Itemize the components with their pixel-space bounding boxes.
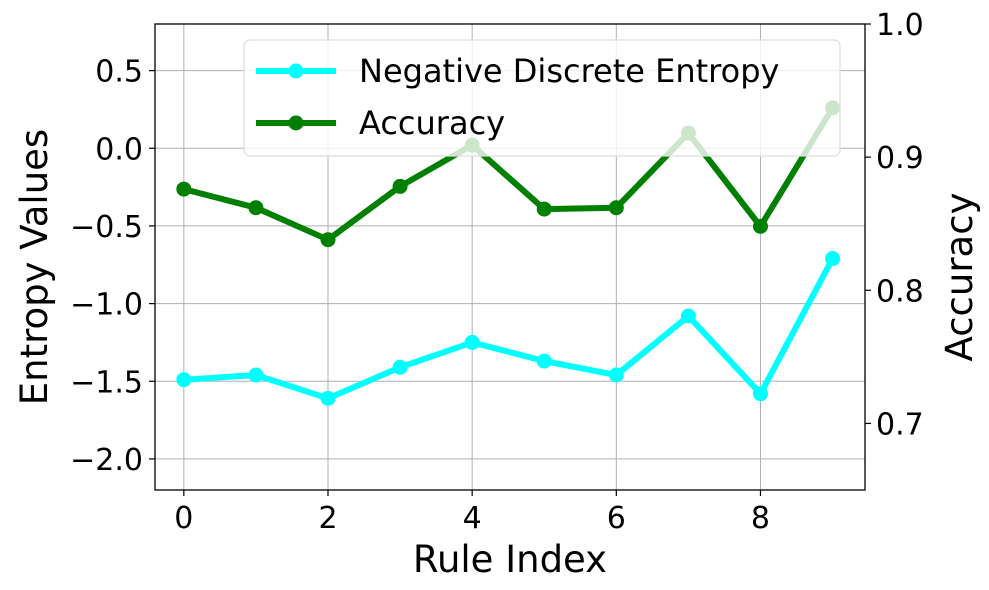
legend-swatch-marker <box>288 115 304 131</box>
entropy-series <box>176 251 841 406</box>
x-axis-label: Rule Index <box>413 538 607 581</box>
legend-box <box>243 39 841 157</box>
left-y-tick-label: 0.5 <box>95 55 143 90</box>
right-y-axis-label: Accuracy <box>938 193 981 362</box>
data-point <box>392 359 408 375</box>
right-y-tick-label: 0.8 <box>876 274 924 309</box>
data-point <box>320 390 336 406</box>
data-point <box>608 367 624 383</box>
data-point <box>608 200 624 216</box>
series-line <box>180 104 836 243</box>
data-point <box>464 334 480 350</box>
data-point <box>176 181 192 197</box>
x-tick-label: 8 <box>751 501 770 536</box>
data-point <box>680 308 696 324</box>
right-y-tick-label: 0.9 <box>876 141 924 176</box>
legend-label: Accuracy <box>359 104 505 142</box>
right-y-tick-label: 0.7 <box>876 407 924 442</box>
legend-swatch-marker <box>288 63 304 79</box>
left-y-tick-label: 0.0 <box>95 132 143 167</box>
legend: Negative Discrete Entropy Accuracy <box>243 39 841 157</box>
series-line <box>180 255 836 402</box>
left-y-tick-label: −0.5 <box>70 210 143 245</box>
left-y-axis-ticks: −2.0 −1.5 −1.0 −0.5 0.0 0.5 <box>70 55 155 478</box>
data-point <box>825 251 841 267</box>
x-tick-label: 6 <box>607 501 626 536</box>
plot-frame <box>154 23 866 491</box>
data-point <box>392 178 408 194</box>
data-point <box>248 367 264 383</box>
x-tick-label: 0 <box>174 501 193 536</box>
data-point <box>752 386 768 402</box>
left-y-tick-label: −2.0 <box>70 443 143 478</box>
data-point <box>176 372 192 388</box>
legend-label: Negative Discrete Entropy <box>359 52 779 90</box>
data-point <box>320 232 336 248</box>
data-point <box>536 353 552 369</box>
left-y-tick-label: −1.5 <box>70 365 143 400</box>
x-tick-label: 4 <box>463 501 482 536</box>
data-point <box>536 201 552 217</box>
right-y-tick-label: 1.0 <box>876 8 924 43</box>
x-tick-label: 2 <box>318 501 337 536</box>
left-y-tick-label: −1.0 <box>70 288 143 323</box>
x-axis-ticks: 0 2 4 6 8 <box>174 490 770 536</box>
left-y-axis-label: Entropy Values <box>13 129 56 405</box>
right-y-axis-ticks: 0.7 0.8 0.9 1.0 <box>865 8 924 442</box>
data-point <box>752 218 768 234</box>
data-point <box>248 200 264 216</box>
